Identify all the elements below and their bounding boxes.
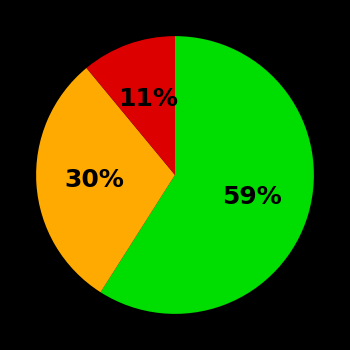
- Text: 11%: 11%: [118, 87, 178, 111]
- Text: 30%: 30%: [65, 168, 125, 192]
- Wedge shape: [100, 36, 314, 314]
- Text: 59%: 59%: [223, 186, 282, 209]
- Wedge shape: [86, 36, 175, 175]
- Wedge shape: [36, 68, 175, 292]
